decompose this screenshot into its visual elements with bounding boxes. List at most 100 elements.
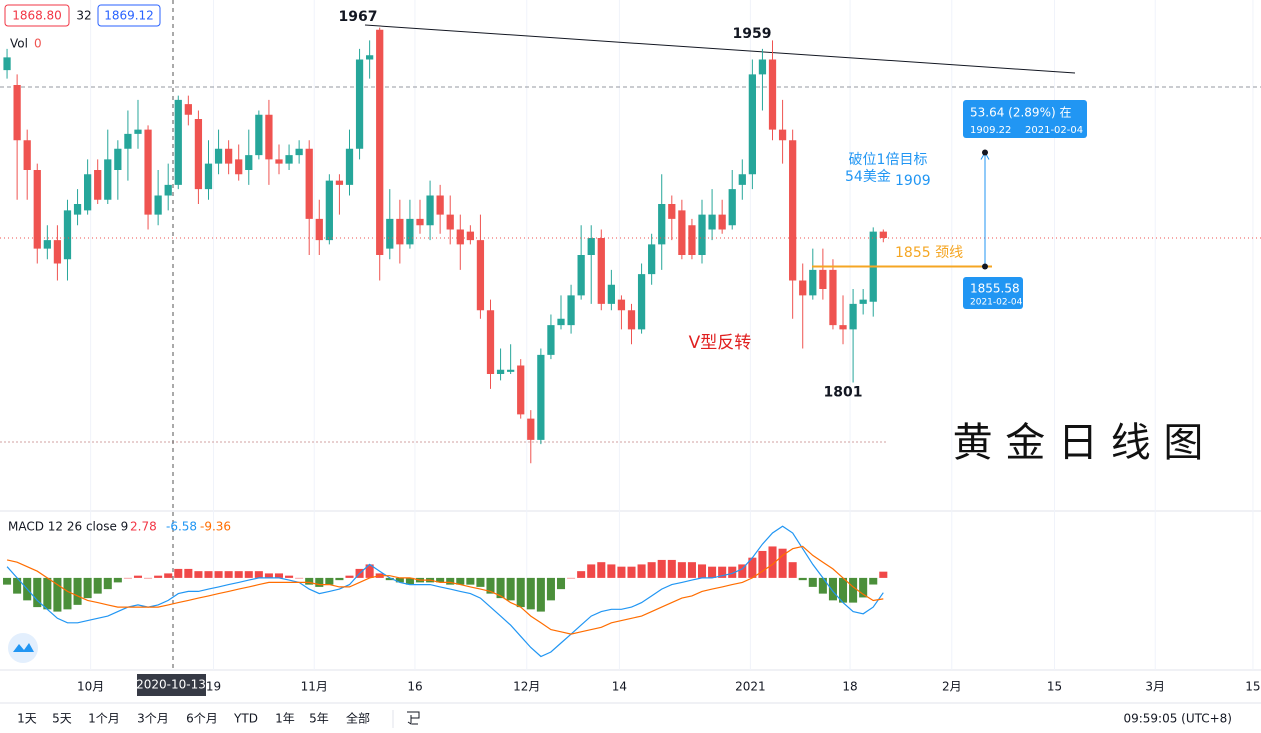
macd-histogram-bar	[204, 571, 213, 578]
x-tick-label: 15	[1245, 680, 1260, 694]
macd-histogram-bar	[637, 564, 646, 578]
macd-histogram-bar	[738, 564, 747, 578]
candle-body	[789, 140, 797, 281]
logo[interactable]	[8, 633, 38, 663]
candle-body	[849, 303, 857, 330]
ask-box	[97, 4, 161, 27]
measure-start	[982, 263, 988, 270]
range-button[interactable]: 全部	[346, 711, 370, 726]
macd-histogram-bar	[144, 577, 153, 579]
candle-body	[325, 180, 333, 241]
measure-text: 53.64 (2.89%) 在	[970, 106, 1071, 120]
candle-body	[154, 195, 162, 215]
macd-histogram-bar	[627, 566, 636, 578]
candle-body	[557, 318, 565, 326]
candle-body	[758, 59, 767, 75]
candle-body	[396, 218, 404, 245]
macd-histogram-bar	[808, 577, 817, 587]
candle-body	[23, 140, 31, 170]
macd-histogram-bar	[456, 577, 465, 585]
x-tick-label: 2021	[735, 680, 766, 694]
range-button[interactable]: YTD	[233, 712, 258, 726]
candle-body	[607, 284, 615, 304]
macd-histogram-bar	[577, 571, 586, 578]
macd-histogram-bar	[748, 557, 757, 578]
macd-histogram-bar	[184, 568, 193, 578]
candle-body	[819, 269, 827, 289]
x-tick-label: 3月	[1145, 680, 1165, 694]
macd-histogram-bar	[718, 566, 727, 578]
macd-histogram-bar	[244, 571, 253, 578]
macd-histogram-bar	[123, 577, 132, 579]
x-tick-label: 12月	[513, 680, 540, 694]
macd-hist-value: 2.78	[130, 520, 157, 534]
watermark-title: 黄 金 日 线 图	[953, 420, 1204, 466]
trend-line[interactable]	[364, 24, 1076, 74]
x-tick-label: 10月	[77, 680, 104, 694]
candle-body	[748, 74, 756, 175]
candle-body	[43, 240, 51, 249]
candle-body	[547, 325, 555, 355]
measure-box	[963, 100, 1087, 138]
macd-histogram-bar	[768, 546, 777, 578]
macd-histogram-bar	[345, 575, 354, 578]
candle-body	[778, 129, 787, 141]
macd-histogram-bar	[13, 577, 22, 594]
candle-body	[73, 204, 82, 215]
candle-body	[587, 238, 595, 255]
range-button[interactable]: 1天	[17, 712, 37, 726]
macd-histogram-bar	[567, 577, 576, 579]
range-button[interactable]: 1年	[275, 712, 295, 726]
compare-icon[interactable]	[407, 711, 420, 725]
candle-body	[53, 240, 62, 264]
macd-histogram-bar	[154, 575, 163, 578]
range-button[interactable]: 5天	[52, 712, 72, 726]
macd-histogram-bar	[103, 577, 112, 590]
macd-histogram-bar	[788, 562, 797, 578]
macd-histogram-bar	[133, 575, 143, 578]
macd-histogram-bar	[305, 577, 314, 585]
peak-label: 1967	[339, 9, 378, 25]
candle-body	[366, 55, 374, 60]
macd-histogram-bar	[486, 577, 495, 594]
candle-body	[738, 174, 746, 185]
range-button[interactable]: 6个月	[186, 712, 218, 726]
crosshair-date: 2020-10-13	[136, 678, 206, 692]
macd-histogram-bar	[43, 577, 52, 610]
candle-body	[376, 29, 384, 255]
candle-body	[315, 218, 323, 241]
logo-icon	[13, 643, 34, 652]
candle-body	[13, 85, 21, 141]
macd-histogram-bar	[869, 577, 878, 585]
candle-body	[214, 148, 223, 164]
macd-histogram-bar	[325, 577, 334, 585]
candle-body	[235, 159, 243, 175]
neckline-note: 1855 颈线	[895, 245, 963, 261]
range-button[interactable]: 1个月	[88, 712, 120, 726]
pattern-label: V型反转	[689, 333, 752, 353]
candle-body	[305, 148, 313, 219]
candle-body	[799, 280, 807, 296]
macd-line	[6, 525, 884, 658]
candle-body	[114, 148, 122, 170]
candle-body	[245, 155, 253, 170]
overlay-layer: 1868.80 32 1869.12 Vol 0 黄 金 日 线 图 V型反转 …	[4, 4, 1261, 728]
x-tick-label: 2月	[942, 680, 962, 694]
macd-histogram-bar	[758, 550, 767, 578]
low-label: 1801	[824, 385, 863, 401]
candle-body	[809, 269, 817, 296]
range-button[interactable]: 3个月	[137, 712, 169, 726]
macd-histogram-bar	[395, 577, 404, 583]
candle-body	[718, 214, 726, 230]
candle-body	[265, 114, 273, 160]
macd-histogram-bar	[113, 577, 122, 583]
signal-line	[6, 545, 884, 635]
range-button[interactable]: 5年	[309, 712, 329, 726]
macd-histogram-bar	[295, 577, 304, 579]
candle-body	[637, 274, 646, 330]
candle-body	[517, 365, 525, 415]
candle-body	[285, 155, 293, 164]
candle-body	[648, 244, 656, 275]
macd-histogram-bar	[83, 577, 92, 599]
